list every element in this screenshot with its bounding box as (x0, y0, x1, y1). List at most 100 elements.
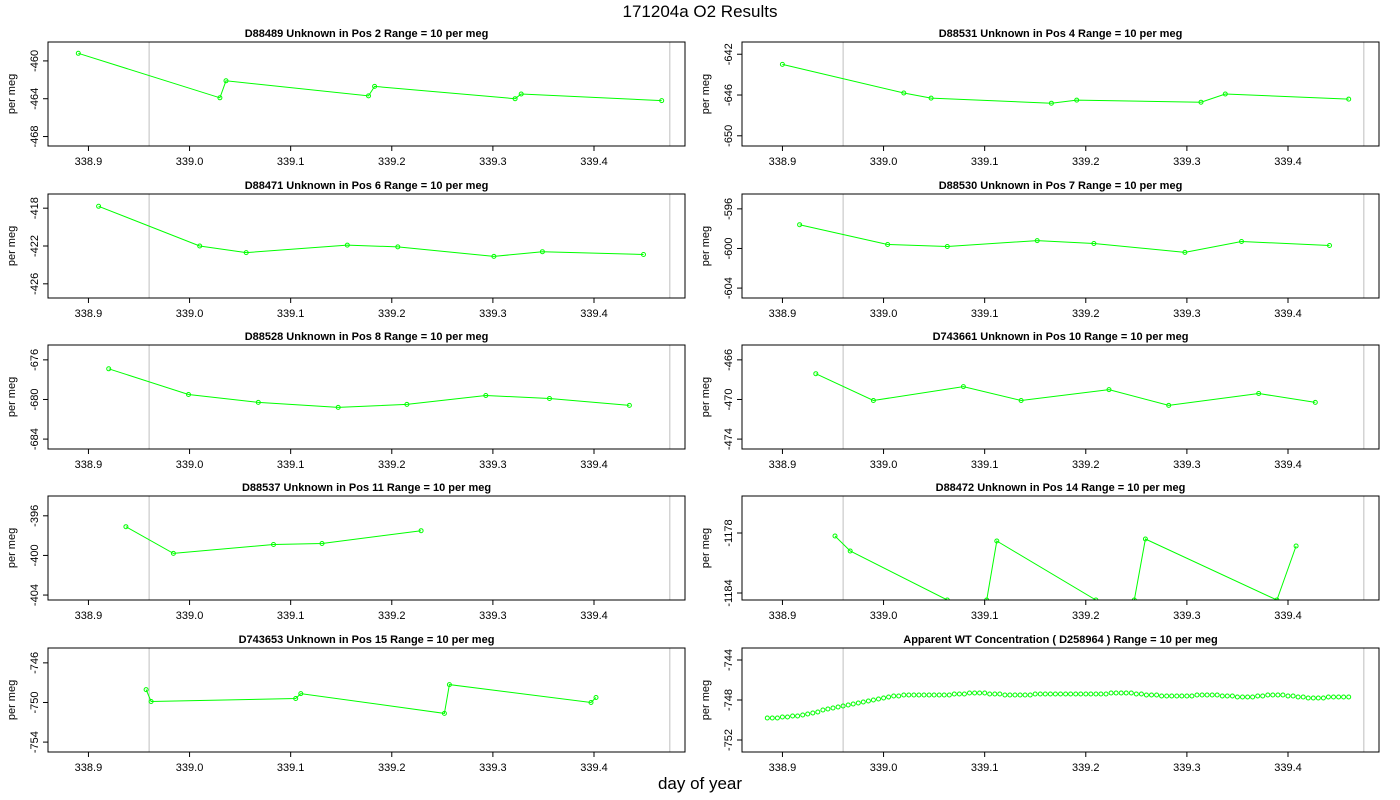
y-tick-label: -744 (723, 649, 735, 671)
data-point (944, 244, 950, 249)
data-point (1098, 691, 1104, 697)
panel-4: D88530 Unknown in Pos 7 Range = 10 per m… (700, 180, 1380, 320)
panel-title: D88531 Unknown in Pos 4 Range = 10 per m… (939, 28, 1183, 40)
data-point (1103, 691, 1109, 697)
x-tick-label: 339.4 (580, 156, 608, 168)
x-tick-label: 339.0 (870, 156, 898, 168)
x-tick-label: 339.2 (378, 762, 406, 774)
data-point (941, 692, 947, 698)
x-tick-label: 339.3 (479, 762, 507, 774)
x-tick-label: 338.9 (769, 610, 797, 622)
x-tick-label: 339.1 (971, 610, 999, 622)
data-point (847, 548, 853, 554)
data-point (1315, 695, 1321, 701)
panel-title: D88528 Unknown in Pos 8 Range = 10 per m… (245, 331, 489, 343)
y-tick-label: -470 (723, 388, 735, 410)
data-point (298, 691, 304, 697)
data-point (813, 371, 819, 377)
plot-frame (47, 344, 686, 450)
data-point (1275, 692, 1281, 698)
panel-title: D743653 Unknown in Pos 15 Range = 10 per… (239, 634, 495, 646)
data-point (1169, 693, 1175, 699)
data-point (1047, 691, 1053, 697)
x-tick-label: 339.0 (176, 308, 204, 320)
data-point (1128, 690, 1134, 696)
data-point (855, 700, 861, 706)
y-tick-label: -466 (723, 349, 735, 371)
series-line (782, 63, 1349, 104)
data-point (1149, 692, 1154, 698)
data-point (886, 694, 892, 700)
series-line (799, 224, 1330, 253)
panel-title: D88471 Unknown in Pos 6 Range = 10 per m… (245, 180, 489, 192)
data-point (1310, 695, 1316, 701)
data-point (106, 366, 112, 372)
x-tick-label: 339.3 (1173, 459, 1201, 471)
data-point (830, 705, 836, 711)
data-point (951, 691, 957, 697)
data-point (170, 550, 176, 556)
series-line (125, 526, 422, 554)
data-point (1336, 694, 1342, 700)
x-tick-label: 339.3 (479, 156, 507, 168)
data-point (1290, 693, 1296, 699)
data-point (75, 50, 81, 56)
y-axis-label: per meg (6, 680, 18, 720)
data-point (1346, 96, 1352, 102)
data-point (797, 222, 803, 228)
x-tick-label: 339.0 (176, 610, 204, 622)
x-tick-label: 339.4 (580, 610, 608, 622)
data-point (1138, 691, 1144, 697)
x-tick-label: 339.2 (378, 610, 406, 622)
data-point (1108, 690, 1114, 696)
data-point (1032, 691, 1038, 697)
data-point (123, 524, 129, 530)
data-point (223, 78, 229, 84)
y-axis-label: per meg (700, 680, 712, 720)
data-point (1052, 691, 1058, 697)
data-point (764, 715, 770, 721)
plot-frame (741, 193, 1380, 299)
x-tick-label: 339.2 (1072, 308, 1100, 320)
data-point (243, 250, 249, 256)
y-tick-label: -750 (29, 691, 41, 713)
data-point (800, 712, 806, 718)
panel-7: D88537 Unknown in Pos 11 Range = 10 per … (6, 482, 686, 622)
x-tick-label: 339.1 (277, 762, 305, 774)
chart-main-title: 171204a O2 Results (622, 2, 778, 21)
data-point (1058, 691, 1063, 697)
x-tick-label: 338.9 (75, 308, 103, 320)
data-point (835, 704, 841, 710)
data-point (805, 711, 811, 717)
x-tick-label: 339.1 (277, 308, 305, 320)
x-tick-label: 339.0 (176, 459, 204, 471)
panel-title: D88489 Unknown in Pos 2 Range = 10 per m… (245, 28, 489, 40)
data-point (961, 691, 967, 697)
y-axis-label: per meg (6, 528, 18, 568)
data-point (1068, 691, 1074, 697)
series-group (813, 371, 1318, 408)
x-tick-label: 338.9 (769, 308, 797, 320)
x-tick-label: 338.9 (769, 459, 797, 471)
data-point (860, 699, 866, 705)
data-point (1154, 692, 1160, 698)
data-point (1260, 693, 1266, 699)
x-tick-label: 339.2 (378, 308, 406, 320)
data-point (1295, 694, 1301, 700)
data-point (1159, 693, 1165, 699)
data-point (1239, 239, 1244, 244)
data-point (820, 707, 826, 713)
data-point (404, 401, 410, 407)
data-point (785, 714, 790, 720)
x-tick-label: 339.1 (277, 610, 305, 622)
data-point (1113, 690, 1119, 696)
data-point (1182, 249, 1188, 255)
y-tick-label: -646 (723, 84, 735, 106)
data-point (1143, 692, 1149, 698)
y-tick-label: -600 (723, 237, 735, 259)
y-tick-label: -650 (723, 125, 735, 147)
data-point (1131, 597, 1137, 600)
data-point (774, 715, 780, 721)
data-point (547, 396, 552, 401)
y-tick-label: -1184 (723, 579, 735, 606)
